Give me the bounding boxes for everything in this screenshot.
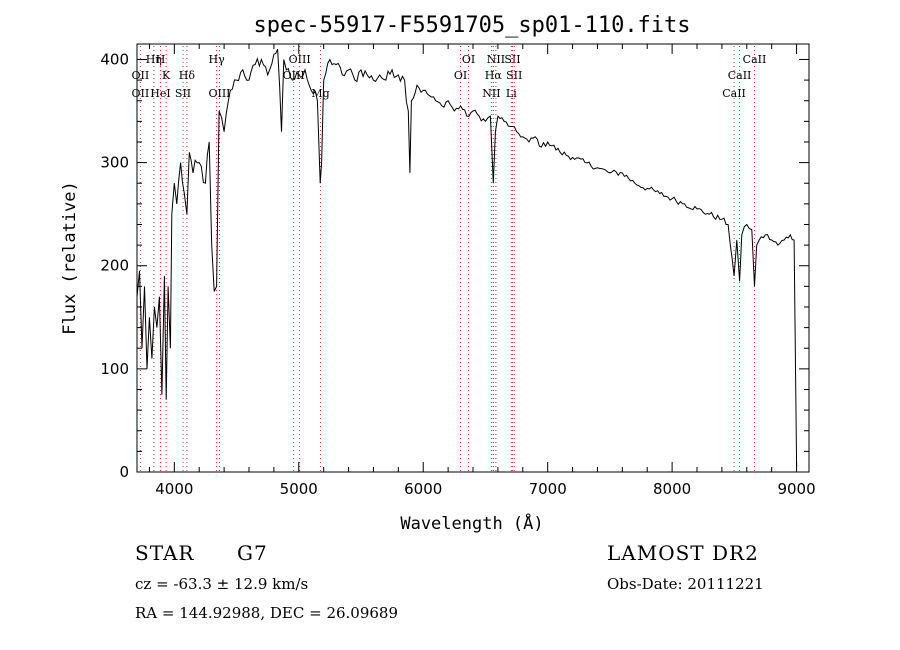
x-tick-label: 8000 (653, 480, 691, 498)
line-marker-label: Hδ (179, 69, 196, 82)
line-marker-label: OII (132, 69, 150, 82)
survey-name: LAMOST DR2 (607, 541, 759, 565)
line-marker-label: Hα (485, 69, 503, 82)
chart-title: spec-55917-F5591705_sp01-110.fits (253, 13, 690, 38)
redshift-cz: cz = -63.3 ± 12.9 km/s (135, 575, 309, 593)
object-class: STAR (135, 541, 195, 565)
y-tick-label: 300 (100, 154, 129, 172)
obs-date: Obs-Date: 20111221 (607, 575, 764, 593)
line-marker-label: NII (482, 87, 500, 100)
y-tick-label: 100 (100, 360, 129, 378)
line-marker-label: CaII (722, 87, 746, 100)
x-axis: 4000 5000 6000 7000 8000 9000 (148, 44, 816, 498)
line-marker-label: CaII (728, 69, 752, 82)
x-tick-label: 4000 (155, 480, 193, 498)
line-marker-label: OI (462, 53, 475, 66)
y-axis: 0 100 200 300 400 (100, 50, 809, 481)
line-marker-label: Li (506, 87, 517, 100)
line-marker-label: H (156, 53, 166, 66)
x-tick-label: 5000 (280, 480, 318, 498)
y-tick-label: 400 (100, 50, 129, 68)
line-marker-label: Mg (311, 87, 329, 100)
spectrum-series-line (136, 49, 798, 467)
line-marker-label: HeI (150, 87, 170, 100)
y-tick-label: 0 (119, 463, 129, 481)
line-marker-label: SII (506, 69, 522, 82)
line-marker-label: OIII (208, 87, 230, 100)
x-tick-label: 7000 (529, 480, 567, 498)
x-axis-label: Wavelength (Å) (400, 512, 543, 534)
plot-frame (136, 43, 810, 473)
line-marker-label: SII (504, 53, 520, 66)
coordinates: RA = 144.92988, DEC = 26.09689 (135, 604, 399, 622)
x-tick-label: 9000 (777, 480, 815, 498)
x-tick-label: 6000 (404, 480, 442, 498)
line-marker-label: K (162, 69, 171, 82)
line-marker-label: Hγ (209, 53, 226, 66)
y-tick-label: 200 (100, 257, 129, 275)
line-marker-label: OII (132, 87, 150, 100)
line-marker-label: NII (487, 53, 505, 66)
line-marker-label: OI (454, 69, 467, 82)
line-marker-label: SII (175, 87, 191, 100)
line-marker-label: CaII (743, 53, 767, 66)
line-marker-label: OIII (289, 53, 311, 66)
y-axis-label: Flux (relative) (60, 181, 80, 335)
object-subclass: G7 (237, 541, 268, 565)
line-marker-label: OIII (283, 69, 305, 82)
line-marker-label: Hη (146, 53, 162, 66)
